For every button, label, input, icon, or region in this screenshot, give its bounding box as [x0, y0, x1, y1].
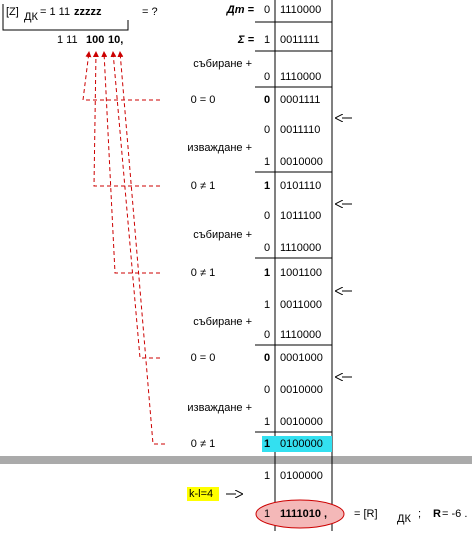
operation: изваждане + [187, 142, 252, 154]
result-ellipse [255, 499, 345, 529]
sign: 0 [264, 210, 270, 222]
semi: ; [418, 508, 421, 520]
sigma-label: Σ = [237, 34, 255, 46]
q-prefix: 1 11 [57, 34, 78, 46]
z-sub: ДК [24, 11, 38, 23]
result-bits: 1111010 , [280, 508, 327, 520]
result-sign: 1 [264, 508, 270, 520]
operation: събиране + [193, 229, 252, 241]
dt-bits: 1110000 [280, 4, 321, 16]
sigma-sign: 1 [264, 34, 270, 46]
q-red2: 10, [108, 34, 123, 46]
r-eq: = [R] [354, 508, 378, 520]
comparison: 0 ≠ 1 [191, 180, 215, 192]
z-eq: = 1 11 [40, 6, 70, 18]
comparison: 0 ≠ 1 [191, 267, 215, 279]
comparison: 0 ≠ 1 [191, 438, 215, 450]
bits: 0101110 [280, 180, 321, 192]
comparison: 0 = 0 [191, 94, 216, 106]
operation: събиране + [193, 58, 252, 70]
bits: 1110000 [280, 242, 321, 254]
bits: 0011000 [280, 299, 322, 311]
sign: 1 [264, 156, 270, 168]
arrows [226, 118, 352, 494]
operation: изваждане + [187, 402, 252, 414]
kl-highlight [187, 487, 219, 501]
dt-sign: 0 [264, 4, 270, 16]
sign: 0 [264, 94, 270, 106]
q-red1: 100 [86, 34, 104, 46]
z-zs: zzzzz [74, 6, 102, 18]
bits: 0100000 [280, 438, 323, 450]
r-value: = -6 . [442, 508, 467, 520]
separator-band [0, 456, 472, 464]
r-label: R [433, 508, 441, 520]
sign: 0 [264, 384, 270, 396]
sign: 1 [264, 180, 270, 192]
bits: 1001100 [280, 267, 322, 279]
sigma-bits: 0011111 [280, 34, 320, 46]
kl: k-l=4 [189, 488, 213, 500]
header-box [2, 4, 129, 31]
sign: 0 [264, 124, 270, 136]
bits: 0001000 [280, 352, 323, 364]
sign: 0 [264, 71, 270, 83]
dt-label: Дт = [226, 4, 255, 16]
bits: 0010000 [280, 416, 323, 428]
sign: 1 [264, 470, 270, 482]
z-bracket: [Z] [6, 6, 19, 18]
comparison: 0 = 0 [191, 352, 216, 364]
bits: 0010000 [280, 156, 323, 168]
bits: 1011100 [280, 210, 321, 222]
operation: събиране + [193, 316, 252, 328]
highlight [262, 436, 332, 452]
bits: 1110000 [280, 329, 321, 341]
bits: 0010000 [280, 384, 323, 396]
sign: 0 [264, 242, 270, 254]
sign: 1 [264, 299, 270, 311]
connectors [82, 51, 165, 445]
sign: 1 [264, 416, 270, 428]
sign: 1 [264, 438, 270, 450]
question: = ? [142, 6, 158, 18]
sign: 0 [264, 352, 270, 364]
bits: 0100000 [280, 470, 323, 482]
bits: 0011110 [280, 124, 320, 136]
sign: 1 [264, 267, 270, 279]
bits: 0001111 [280, 94, 320, 106]
r-sub: ДК [397, 513, 411, 525]
sign: 0 [264, 329, 270, 341]
bits: 1110000 [280, 71, 321, 83]
